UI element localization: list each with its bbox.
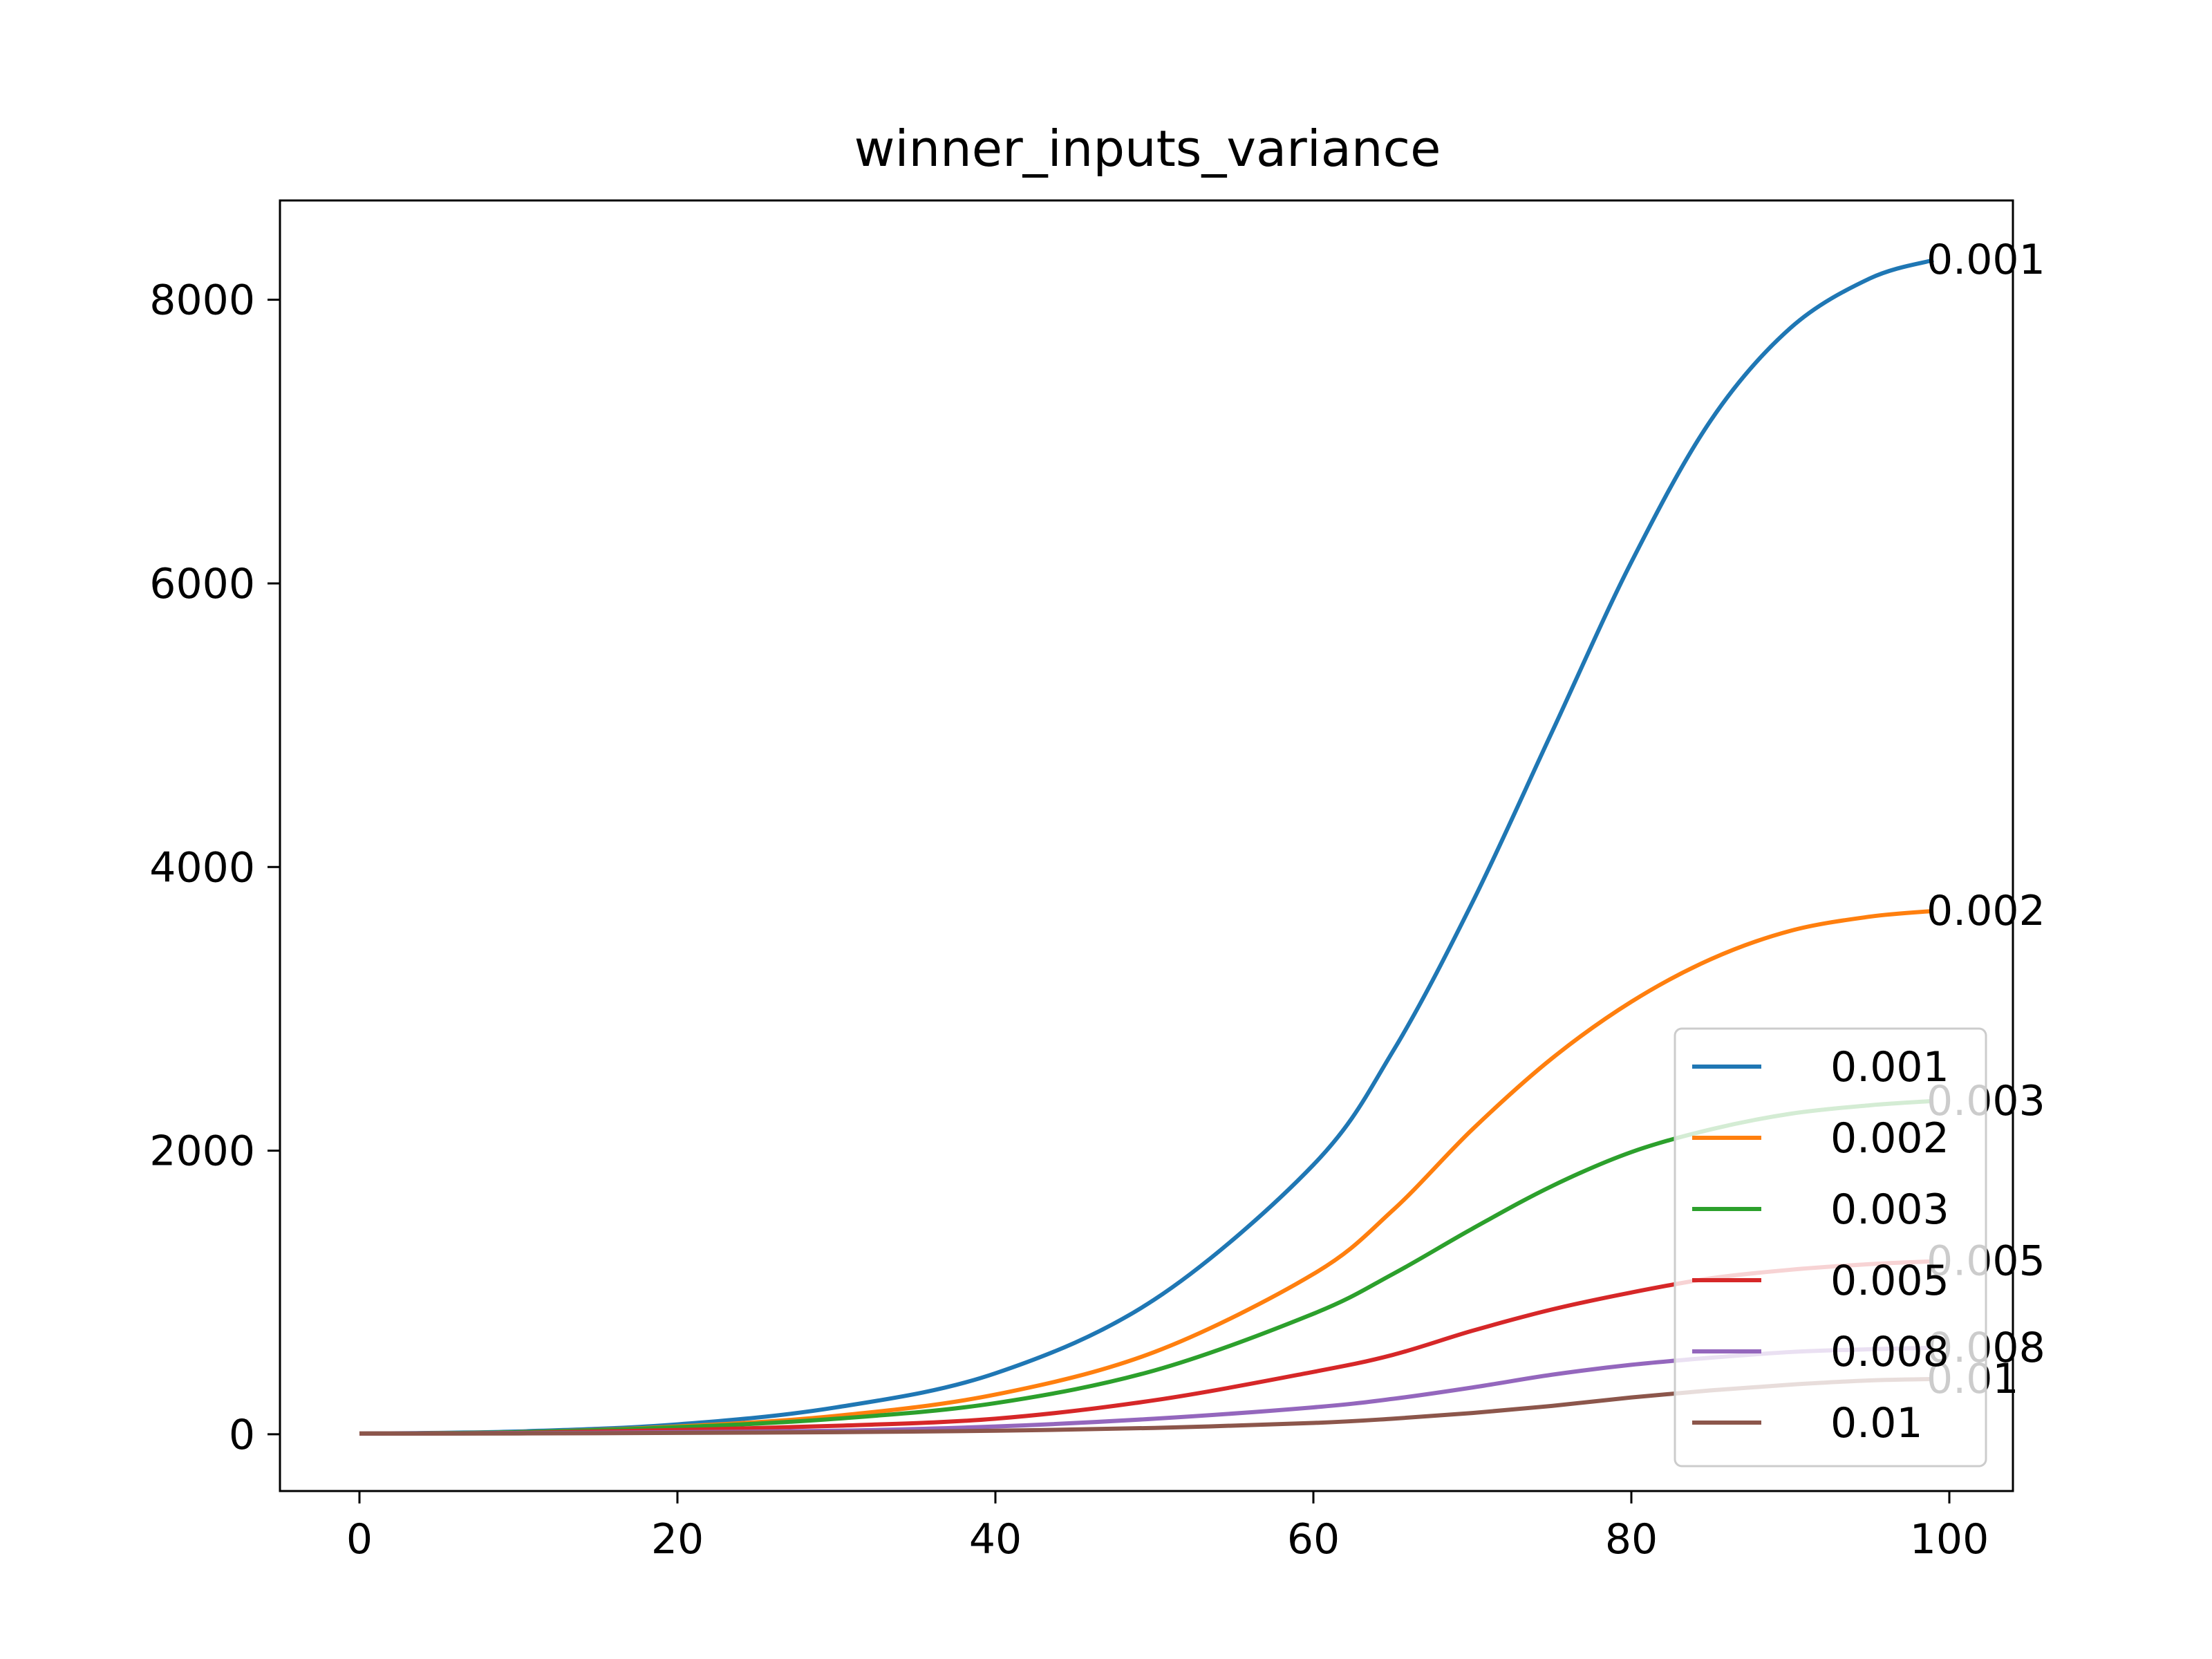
plot-area: 0.001 0.002 0.003 0.005 0.008 0.01 0 20 40 60 80 10… (149, 199, 2045, 1564)
x-tick-label: 80 (1605, 1515, 1658, 1564)
legend-label-0-002: 0.002 (1830, 1114, 1949, 1163)
legend-label-0-01: 0.01 (1830, 1399, 1923, 1447)
end-label-0-002: 0.002 (1927, 887, 2045, 935)
y-tick-label: 2000 (149, 1127, 255, 1176)
series-line-0-001 (359, 258, 1934, 1436)
x-tick-label: 100 (1910, 1515, 1989, 1564)
y-tick-label: 4000 (149, 843, 255, 892)
legend-label-0-008: 0.008 (1830, 1328, 1949, 1376)
y-axis: 0 2000 4000 6000 8000 (149, 276, 280, 1459)
y-tick-label: 8000 (149, 276, 255, 325)
x-tick-label: 40 (969, 1515, 1022, 1564)
legend-label-0-003: 0.003 (1830, 1185, 1949, 1234)
axes-frame (279, 199, 2014, 1492)
series-lines (359, 258, 1934, 1436)
end-label-0-001: 0.001 (1927, 236, 2045, 284)
x-tick-label: 20 (651, 1515, 704, 1564)
x-tick-label: 60 (1287, 1515, 1340, 1564)
x-tick-label: 0 (346, 1515, 373, 1564)
legend-label-0-001: 0.001 (1830, 1043, 1949, 1091)
legend: 0.001 0.002 0.003 0.005 0.008 0.01 (1674, 1027, 1987, 1468)
x-axis: 0 20 40 60 80 100 (346, 1491, 1989, 1564)
y-tick-label: 6000 (149, 560, 255, 608)
y-tick-label: 0 (229, 1411, 255, 1459)
chart-title: winner_inputs_variance (854, 120, 1441, 178)
legend-label-0-005: 0.005 (1830, 1257, 1949, 1305)
